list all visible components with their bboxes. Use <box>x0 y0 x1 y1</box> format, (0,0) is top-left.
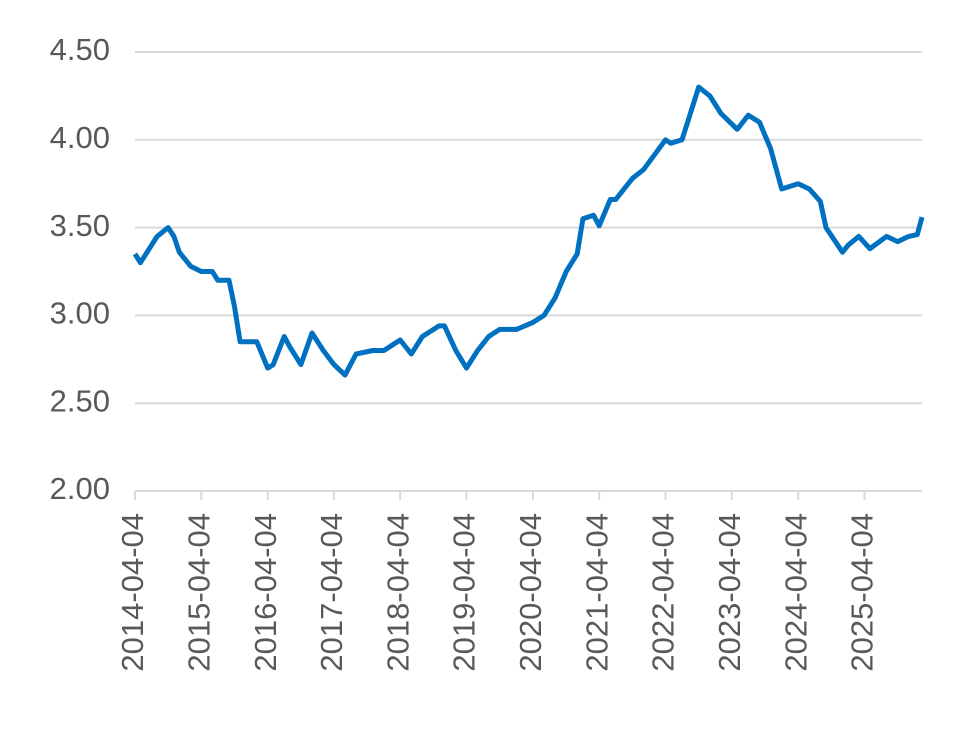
y-tick-label: 3.50 <box>50 208 110 243</box>
y-tick-label: 4.50 <box>50 32 110 67</box>
x-tick-label: 2025-04-04 <box>845 513 880 672</box>
y-tick-label: 2.50 <box>50 383 110 418</box>
x-tick-label: 2014-04-04 <box>115 513 150 672</box>
x-tick-label: 2017-04-04 <box>314 513 349 672</box>
x-tick-label: 2021-04-04 <box>579 513 614 672</box>
x-tick-label: 2024-04-04 <box>778 513 813 672</box>
x-tick-label: 2020-04-04 <box>513 513 548 672</box>
x-tick-label: 2015-04-04 <box>181 513 216 672</box>
x-tick-label: 2023-04-04 <box>712 513 747 672</box>
x-tick-label: 2018-04-04 <box>380 513 415 672</box>
x-tick-label: 2019-04-04 <box>447 513 482 672</box>
x-tick-label: 2022-04-04 <box>646 513 681 672</box>
y-tick-label: 4.00 <box>50 120 110 155</box>
y-tick-label: 2.00 <box>50 471 110 506</box>
data-line <box>132 84 925 378</box>
x-tick-label: 2016-04-04 <box>248 513 283 672</box>
y-tick-label: 3.00 <box>50 296 110 331</box>
